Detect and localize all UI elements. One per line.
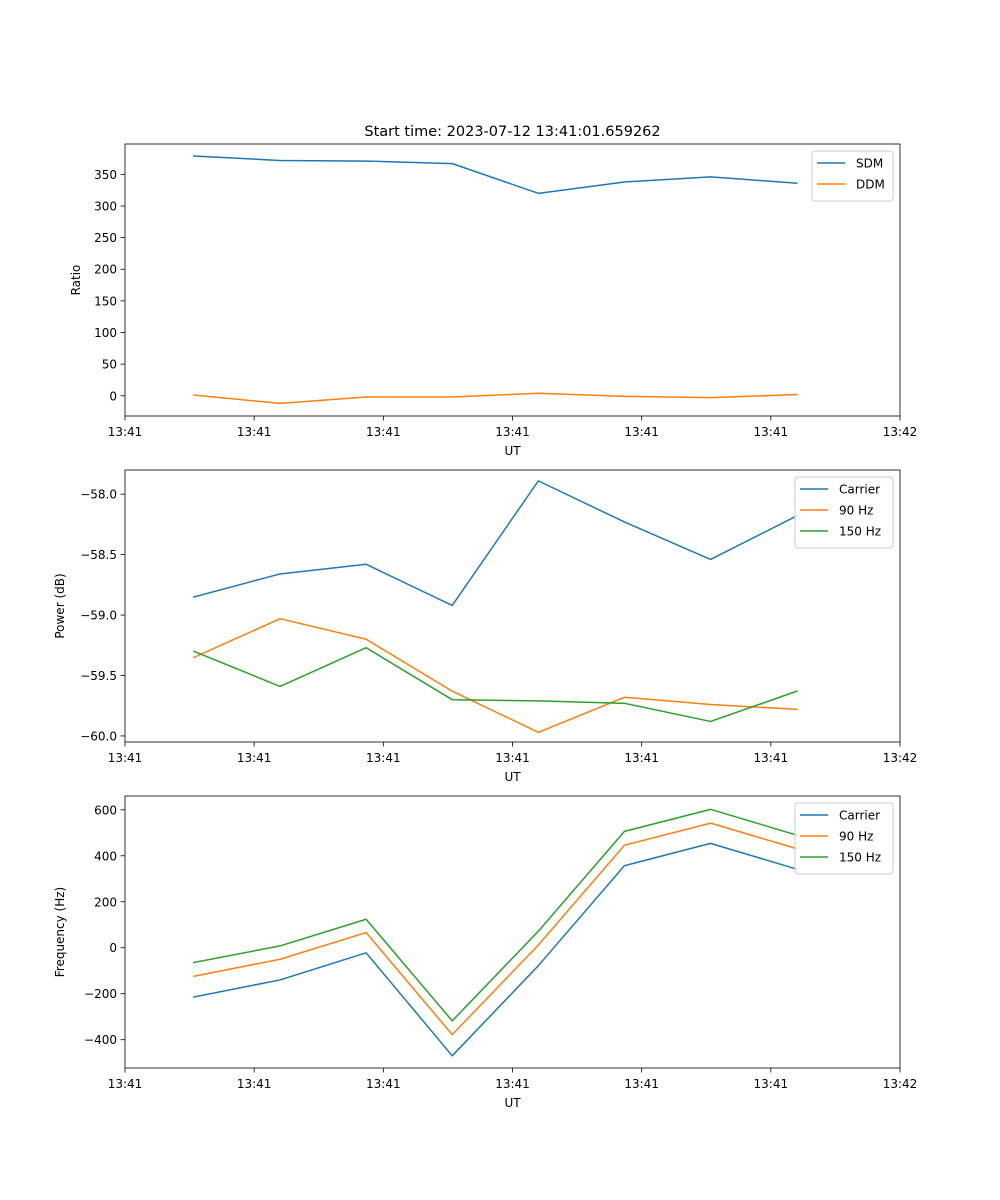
x-tick-label: 13:42 [883,425,918,439]
y-tick-label: 150 [94,294,117,308]
x-axis-label: UT [504,444,521,458]
series-line-carrier [193,842,798,1057]
series-line-150-hz [192,646,798,723]
legend: SDM DDM [811,150,894,202]
legend-label: 90 Hz [839,830,873,844]
series-line-carrier [192,480,798,607]
x-tick-label: 13:42 [883,751,918,765]
x-tick-label: 13:41 [624,425,659,439]
x-tick-label: 13:41 [624,751,659,765]
y-tick-label: −400 [84,1033,117,1047]
x-tick-label: 13:41 [237,425,272,439]
legend-label: Carrier [839,483,880,497]
y-tick-label: 250 [94,231,117,245]
chart-panel-3: 13:41 13:41 13:41 13:41 13:41 13:41 13:42 −400 −… [53,795,918,1110]
x-tick-label: 13:41 [495,425,530,439]
x-tick-label: 13:41 [754,751,789,765]
y-axis-label: Power (dB) [53,573,67,638]
legend-label: Carrier [839,809,880,823]
y-tick-label: 350 [94,168,117,182]
series-line-90-hz [192,617,798,734]
series-line-150-hz [193,808,798,1022]
series-line-ddm [193,392,798,405]
legend-label: 150 Hz [839,851,881,865]
y-tick-label: −59.0 [80,609,117,623]
y-tick-label: 0 [109,941,117,955]
x-tick-label: 13:41 [237,1077,272,1091]
y-tick-label: 0 [109,389,117,403]
y-tick-label: 100 [94,326,117,340]
y-tick-label: 600 [94,803,117,817]
x-tick-label: 13:41 [495,1077,530,1091]
y-axis-label: Ratio [69,265,83,296]
x-tick-label: 13:41 [754,1077,789,1091]
x-tick-label: 13:41 [108,425,143,439]
x-tick-label: 13:41 [754,425,789,439]
legend-label: 90 Hz [839,504,873,518]
y-tick-label: −59.5 [80,669,117,683]
x-tick-label: 13:41 [108,751,143,765]
x-tick-label: 13:41 [495,751,530,765]
x-axis-label: UT [504,1096,521,1110]
figure-title: Start time: 2023-07-12 13:41:01.659262 [364,124,660,140]
y-tick-label: 400 [94,849,117,863]
x-tick-label: 13:41 [366,751,401,765]
y-tick-label: −200 [84,987,117,1001]
legend: Carrier 90 Hz 150 Hz [794,802,894,875]
x-tick-label: 13:41 [108,1077,143,1091]
legend-label: 150 Hz [839,525,881,539]
chart-panel-1: 13:41 13:41 13:41 13:41 13:41 13:41 13:42 0 50 10… [69,143,918,458]
series-line-90-hz [193,822,798,1036]
y-tick-label: −58.0 [80,488,117,502]
y-tick-label: 200 [94,895,117,909]
y-tick-label: −58.5 [80,548,117,562]
y-tick-label: −60.0 [80,729,117,743]
series-line-sdm [193,155,798,195]
legend-label: SDM [856,157,883,171]
legend: Carrier 90 Hz 150 Hz [794,476,894,549]
x-tick-label: 13:41 [624,1077,659,1091]
x-tick-label: 13:41 [237,751,272,765]
legend-label: DDM [856,178,885,192]
x-axis-label: UT [504,770,521,784]
chart-panel-2: 13:41 13:41 13:41 13:41 13:41 13:41 13:42 −60.0… [53,469,918,784]
y-tick-label: 50 [102,358,117,372]
y-tick-label: 300 [94,199,117,213]
y-axis-label: Frequency (Hz) [53,887,67,978]
x-tick-label: 13:42 [883,1077,918,1091]
x-tick-label: 13:41 [366,425,401,439]
x-tick-label: 13:41 [366,1077,401,1091]
y-tick-label: 200 [94,263,117,277]
